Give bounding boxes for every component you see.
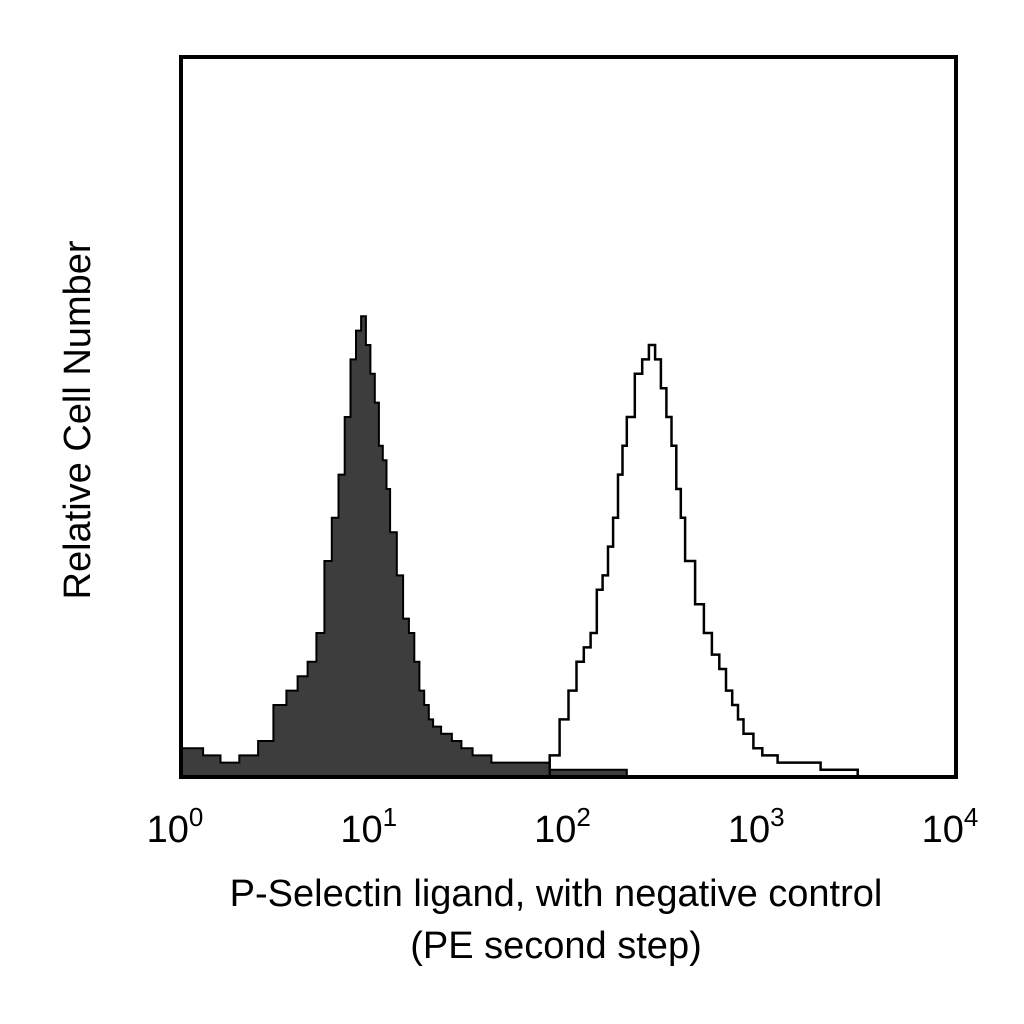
series-negative-control bbox=[180, 315, 689, 778]
x-tick-label: 102 bbox=[534, 802, 591, 851]
x-tick-base: 10 bbox=[147, 809, 189, 851]
x-tick-base: 10 bbox=[534, 809, 576, 851]
x-tick-base: 10 bbox=[728, 809, 770, 851]
x-tick-base: 10 bbox=[340, 809, 382, 851]
x-tick-exponent: 4 bbox=[964, 802, 978, 832]
x-axis-title: P-Selectin ligand, with negative control bbox=[230, 873, 883, 915]
x-tick-base: 10 bbox=[922, 809, 964, 851]
series-layer bbox=[180, 315, 859, 778]
x-tick-exponent: 2 bbox=[576, 802, 590, 832]
x-tick-exponent: 0 bbox=[189, 802, 203, 832]
x-tick-label: 103 bbox=[728, 802, 785, 851]
x-tick-exponent: 3 bbox=[770, 802, 784, 832]
y-axis-title: Relative Cell Number bbox=[57, 240, 99, 599]
x-tick-labels: 100 101 102 103 104 bbox=[147, 802, 979, 851]
plot-frame bbox=[179, 55, 958, 779]
x-tick-label: 104 bbox=[922, 802, 979, 851]
x-tick-label: 101 bbox=[340, 802, 397, 851]
x-axis-title-line2: (PE second step) bbox=[410, 925, 701, 967]
x-tick-label: 100 bbox=[147, 802, 204, 851]
x-tick-exponent: 1 bbox=[383, 802, 397, 832]
series-p-selectin-ligand bbox=[548, 343, 859, 777]
